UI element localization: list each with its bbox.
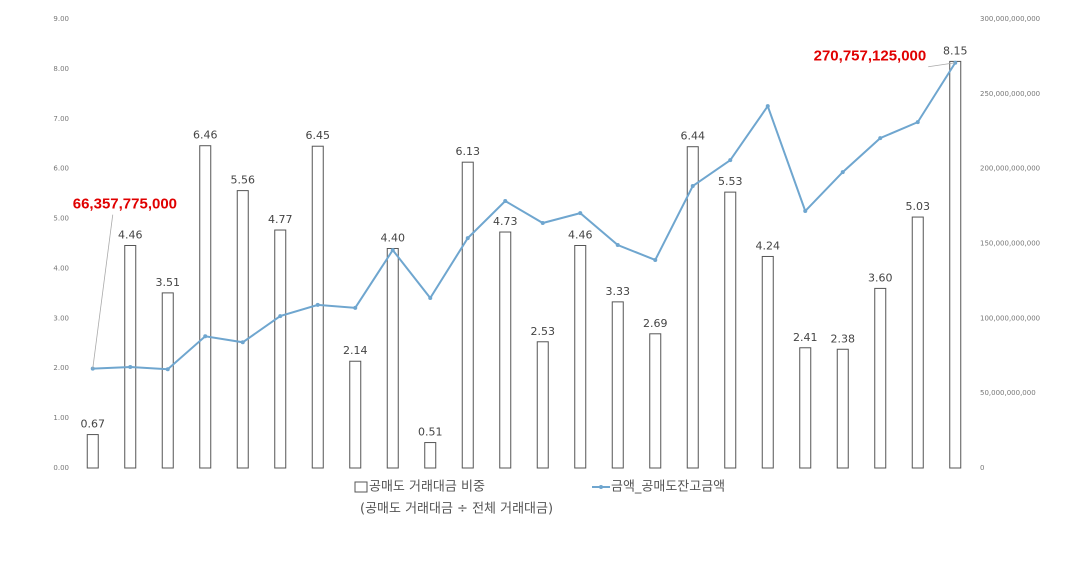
- line-point: [240, 340, 245, 345]
- bar: [311, 145, 324, 469]
- line-point: [653, 257, 658, 262]
- bar: [724, 191, 737, 469]
- bar-value-label: 0.67: [81, 418, 106, 431]
- legend-label: 금액_공매도잔고금액: [611, 480, 725, 495]
- bar: [911, 216, 924, 469]
- y2-tick-label: 200,000,000,000: [980, 165, 1040, 173]
- line-point: [428, 295, 433, 300]
- line-point: [390, 248, 395, 253]
- annotation-leader: [92, 214, 114, 369]
- bar: [86, 434, 99, 469]
- bar: [536, 341, 549, 469]
- bar: [124, 244, 137, 469]
- bar-value-label: 4.73: [493, 215, 518, 228]
- y-tick-label: 1.00: [53, 414, 69, 422]
- line-point: [803, 209, 808, 214]
- bar-value-label: 3.51: [156, 276, 181, 289]
- bar-value-label: 5.53: [718, 175, 743, 188]
- y2-tick-label: 100,000,000,000: [980, 314, 1040, 322]
- bar: [161, 292, 174, 469]
- line-point: [615, 242, 620, 247]
- line-point: [278, 314, 283, 319]
- line-point: [765, 104, 770, 109]
- y-tick-label: 9.00: [53, 15, 69, 23]
- bar: [386, 247, 399, 469]
- legend-note: (공매도 거래대금 ÷ 전체 거래대금): [360, 502, 553, 517]
- bar: [349, 360, 362, 469]
- line-point: [878, 136, 883, 141]
- line-point: [728, 158, 733, 163]
- bar-value-label: 4.46: [118, 228, 143, 241]
- bar-value-label: 5.56: [231, 174, 256, 187]
- bar-value-label: 3.33: [606, 285, 631, 298]
- line-point: [315, 302, 320, 307]
- bar: [574, 244, 587, 469]
- bar-value-label: 2.14: [343, 344, 368, 357]
- bar-value-label: 6.46: [193, 129, 218, 142]
- bar-value-label: 4.24: [756, 239, 781, 252]
- y-tick-label: 7.00: [53, 115, 69, 123]
- line-point: [690, 184, 695, 189]
- bar-value-label: 6.44: [681, 130, 706, 143]
- line-point: [128, 364, 133, 369]
- y-tick-label: 3.00: [53, 314, 69, 322]
- bar: [499, 231, 512, 469]
- y2-tick-label: 50,000,000,000: [980, 389, 1036, 397]
- bar: [949, 60, 962, 469]
- line-point: [840, 170, 845, 175]
- legend-swatch: [354, 481, 368, 493]
- y-tick-label: 0.00: [53, 464, 69, 472]
- y2-tick-label: 0: [980, 464, 984, 472]
- annotation-leader: [928, 62, 956, 68]
- bar: [686, 146, 699, 469]
- line-point: [540, 220, 545, 225]
- bar-value-label: 4.46: [568, 228, 593, 241]
- bar-value-label: 4.77: [268, 213, 293, 226]
- annotation: 66,357,775,000: [73, 196, 177, 213]
- y-tick-label: 6.00: [53, 165, 69, 173]
- bar-value-label: 6.45: [306, 129, 331, 142]
- legend-swatch-point: [599, 485, 603, 489]
- y-tick-label: 5.00: [53, 215, 69, 223]
- bar-value-label: 2.69: [643, 317, 668, 330]
- bar-value-label: 2.41: [793, 331, 818, 344]
- y2-tick-label: 150,000,000,000: [980, 240, 1040, 248]
- bar-value-label: 3.60: [868, 271, 893, 284]
- line: [92, 62, 957, 371]
- line-point: [465, 236, 470, 241]
- bar: [649, 333, 662, 469]
- y-tick-label: 8.00: [53, 65, 69, 73]
- bar: [199, 145, 212, 469]
- y2-tick-label: 300,000,000,000: [980, 15, 1040, 23]
- line-point: [578, 211, 583, 216]
- bar-value-label: 8.15: [943, 44, 968, 57]
- bar-value-label: 5.03: [906, 200, 931, 213]
- line-point: [203, 334, 208, 339]
- bar: [236, 190, 249, 469]
- annotation: 270,757,125,000: [814, 48, 927, 65]
- line-point: [915, 120, 920, 125]
- bar-value-label: 0.51: [418, 426, 443, 439]
- bar: [799, 347, 812, 469]
- bar-value-label: 2.38: [831, 332, 856, 345]
- legend-label: 공매도 거래대금 비중: [369, 480, 485, 495]
- bar: [424, 442, 437, 469]
- bar: [836, 348, 849, 469]
- bar: [761, 255, 774, 469]
- line-point: [165, 367, 170, 372]
- bar-value-label: 6.13: [456, 145, 481, 158]
- y-tick-label: 2.00: [53, 364, 69, 372]
- bar: [274, 229, 287, 469]
- bar: [461, 161, 474, 469]
- y-tick-label: 4.00: [53, 264, 69, 272]
- line-point: [503, 198, 508, 203]
- line-point: [353, 305, 358, 310]
- bar: [874, 287, 887, 469]
- bar: [611, 301, 624, 469]
- bar-value-label: 2.53: [531, 325, 556, 338]
- y2-tick-label: 250,000,000,000: [980, 90, 1040, 98]
- bar-value-label: 4.40: [381, 231, 406, 244]
